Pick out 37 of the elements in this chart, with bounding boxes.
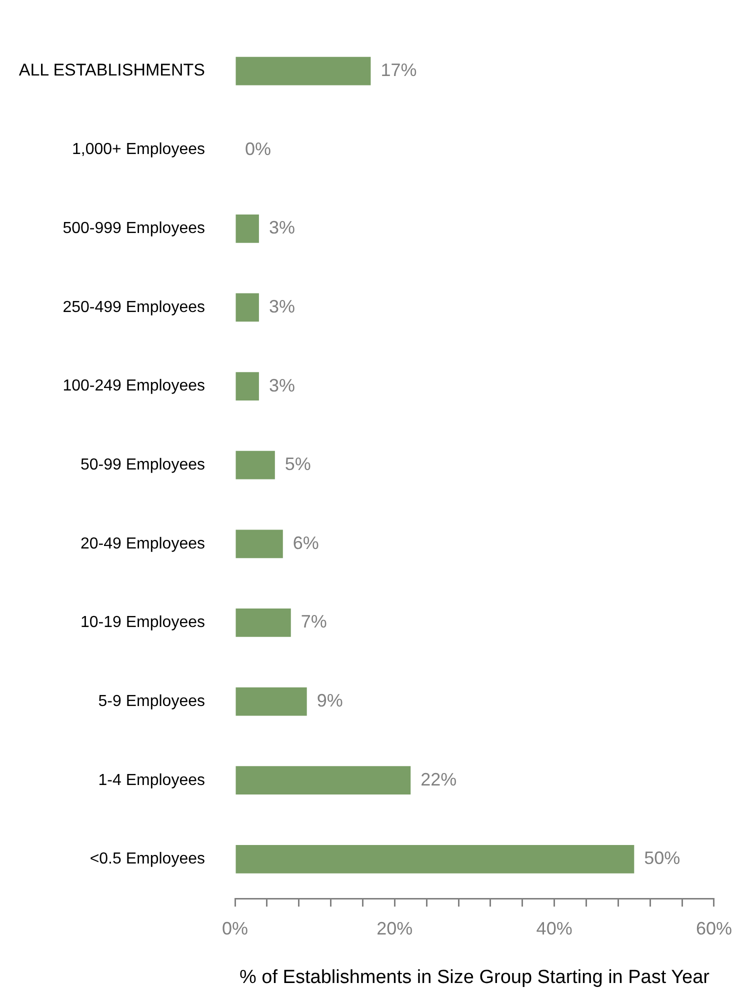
bar — [236, 530, 283, 558]
data-label: 3% — [268, 375, 295, 396]
data-label: 6% — [292, 532, 319, 553]
y-tick-label: 1-4 Employees — [98, 772, 205, 789]
bar — [236, 687, 307, 716]
data-label: 5% — [284, 454, 311, 474]
y-tick-label: 250-499 Employees — [62, 298, 205, 316]
y-tick-label: 1,000+ Employees — [72, 141, 205, 158]
data-label: 22% — [420, 769, 457, 790]
data-label: 17% — [380, 60, 417, 80]
x-axis-title: % of Establishments in Size Group Starting in Past Year — [240, 966, 710, 988]
bar — [236, 56, 371, 86]
y-tick-label: 20-49 Employees — [80, 535, 205, 552]
y-tick-label: 500-999 Employees — [62, 220, 205, 238]
y-tick-label: <0.5 Employees — [90, 850, 205, 868]
data-label: 50% — [644, 848, 680, 868]
data-label: 3% — [268, 296, 295, 316]
data-label: 3% — [268, 218, 295, 238]
data-label: 9% — [316, 690, 343, 711]
bar — [236, 293, 259, 322]
x-tick-label: 0% — [222, 918, 248, 938]
y-tick-label: 5-9 Employees — [98, 692, 205, 710]
bar — [236, 845, 634, 874]
y-tick-label: 10-19 Employees — [80, 614, 205, 632]
y-tick-label: 50-99 Employees — [80, 456, 205, 474]
y-tick-label: ALL ESTABLISHMENTS — [18, 60, 205, 80]
y-tick-label: 100-249 Employees — [62, 378, 205, 395]
x-tick-label: 60% — [696, 918, 732, 938]
bar — [236, 372, 259, 400]
x-tick-label: 20% — [376, 918, 413, 938]
x-tick-label: 40% — [536, 918, 572, 938]
bar — [236, 450, 275, 480]
bar — [236, 214, 259, 243]
bar — [236, 766, 411, 795]
bar — [236, 608, 291, 637]
data-label: 7% — [300, 612, 327, 632]
data-label: 0% — [245, 138, 272, 159]
